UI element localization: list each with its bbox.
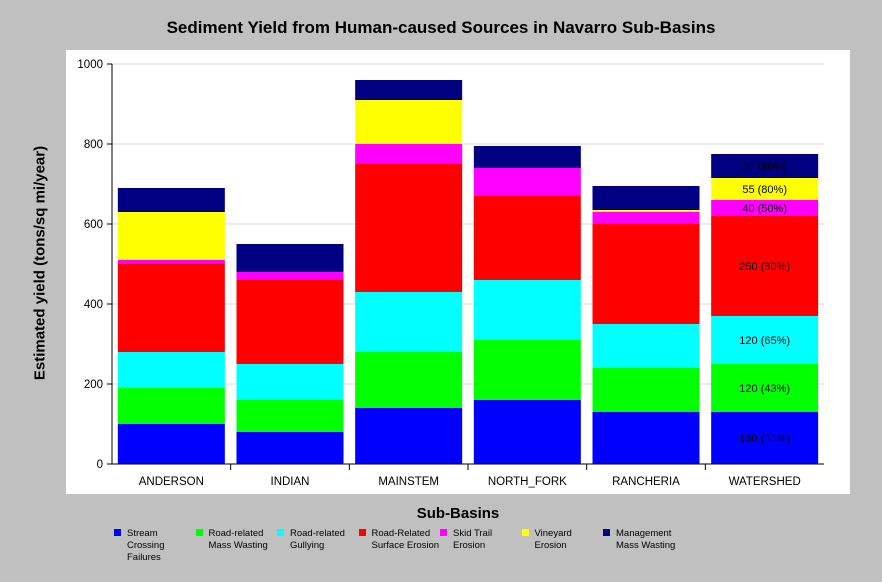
legend-label: Road-related Gullying [290, 528, 345, 551]
bar-segment [711, 178, 819, 200]
x-tick-label: RANCHERIA [612, 476, 680, 488]
x-tick-label: NORTH_FORK [488, 476, 567, 488]
y-tick-label: 600 [84, 219, 103, 231]
bar-segment [711, 216, 819, 316]
bar-segment [473, 340, 581, 400]
x-axis-label: Sub-Basins [416, 505, 500, 522]
bar-segment [236, 272, 344, 280]
bar-segment [711, 412, 819, 464]
x-tick-label: ANDERSON [139, 476, 204, 488]
bar-segment [473, 146, 581, 168]
legend-swatch [195, 529, 203, 536]
bar-segment [711, 200, 819, 216]
data-label: 120 (65%) [739, 335, 790, 347]
bar-segment [592, 412, 700, 464]
bar-segment [592, 212, 700, 224]
y-tick-label: 1000 [77, 59, 103, 71]
bar-segment [355, 408, 463, 464]
data-label: 250 (80%) [739, 261, 790, 273]
bar-segment [117, 352, 225, 388]
legend-swatch [603, 529, 610, 536]
stacked-bar-chart: ANDERSON INDIAN MAINSTEM NORTH_FORK RANCHERI… [77, 59, 824, 488]
bar-segment [355, 100, 463, 144]
y-axis-label: Estimated yield (tons/sq mi/year) [31, 145, 49, 381]
legend-label: Road-related Mass Wasting [208, 528, 268, 551]
bar-segment [473, 196, 581, 280]
bar-segment [236, 364, 344, 400]
legend-label: Skid Trail Erosion [453, 528, 493, 551]
bar-segment [117, 188, 225, 212]
bar-segment [355, 352, 463, 408]
bar-segment [592, 324, 700, 368]
bar-segment [236, 280, 344, 364]
bar-segment [711, 364, 819, 412]
bar-segment [711, 316, 819, 364]
x-tick-label: MAINSTEM [378, 476, 439, 488]
bar-segment [592, 368, 700, 412]
bar-segment [592, 186, 700, 210]
bar-segment [355, 164, 463, 292]
chart-title: Sediment Yield from Human-caused Sources… [166, 18, 716, 37]
data-label: 130 (50%) [739, 433, 790, 445]
legend-swatch [521, 529, 529, 536]
bar-segment [236, 432, 344, 464]
legend-swatch [358, 529, 366, 536]
legend-swatch [440, 529, 447, 536]
bar-segment [117, 388, 225, 424]
legend-label: Road-Related Surface Erosion [371, 528, 440, 551]
data-label: 60 (90%) [742, 161, 787, 173]
x-tick-label: WATERSHED [729, 476, 801, 488]
y-tick-label: 200 [84, 379, 103, 391]
bar-segment [117, 264, 225, 352]
bar-segment [117, 424, 225, 464]
legend-swatch [114, 529, 121, 536]
legend-swatch [277, 529, 284, 536]
bar-segment [236, 400, 344, 432]
y-tick-label: 800 [84, 139, 103, 151]
legend-label: Vineyard Erosion [534, 528, 572, 551]
data-label: 55 (80%) [742, 184, 787, 196]
bar-segment [117, 212, 225, 260]
bar-segment [473, 168, 581, 196]
bar-segment [355, 292, 463, 352]
legend-label: Stream Crossing Failures [127, 528, 165, 563]
bar-segment [592, 210, 700, 212]
y-tick-label: 400 [84, 299, 103, 311]
y-tick-label: 0 [97, 459, 103, 471]
legend-label: Management Mass Wasting [616, 528, 676, 551]
plot-panel: ANDERSON INDIAN MAINSTEM NORTH_FORK RANCHERI… [66, 50, 850, 494]
bar-segment [711, 154, 819, 178]
bar-segment [355, 144, 463, 164]
data-label: 120 (43%) [739, 383, 790, 395]
x-tick-label: INDIAN [271, 476, 310, 488]
bar-segment [592, 224, 700, 324]
bar-segment [473, 280, 581, 340]
bar-segment [236, 244, 344, 272]
bar-segment [355, 80, 463, 100]
bar-segment [473, 400, 581, 464]
data-label: 40 (50%) [742, 203, 787, 215]
bar-segment [117, 260, 225, 264]
